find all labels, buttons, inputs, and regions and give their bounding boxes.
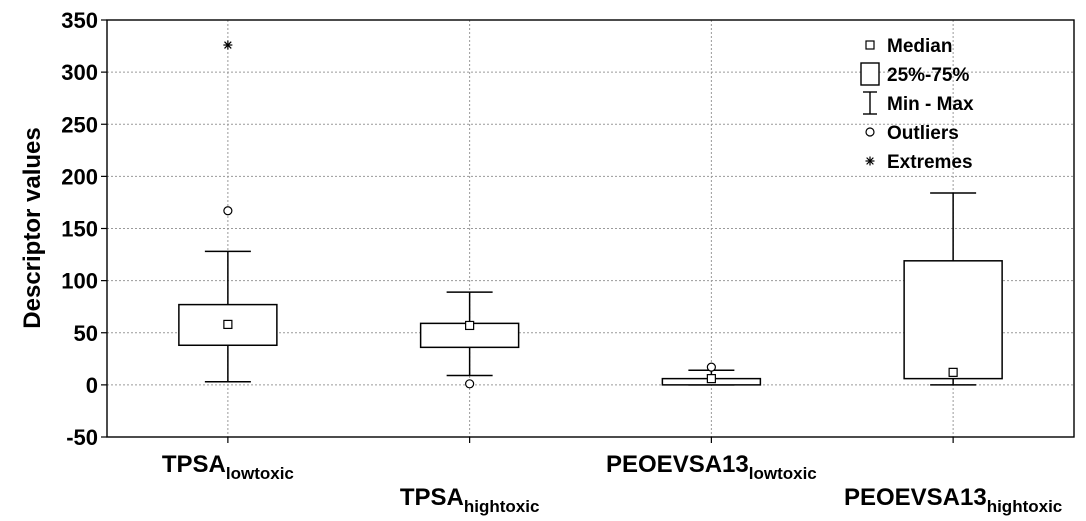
legend-box-symbol xyxy=(860,62,880,86)
median-marker xyxy=(465,320,475,331)
legend-label: Outliers xyxy=(887,123,959,144)
category-label: PEOEVSA13lowtoxic xyxy=(606,451,817,483)
legend-outlier-symbol xyxy=(865,127,875,137)
legend-item-median: Median xyxy=(865,36,952,57)
median-marker xyxy=(223,319,233,330)
y-tick-label: 250 xyxy=(61,112,98,137)
plot-frame xyxy=(106,19,1075,438)
legend-item-whisker: Min - Max xyxy=(863,91,974,115)
category-subscript: lowtoxic xyxy=(749,464,817,483)
y-tick-label: 300 xyxy=(61,60,98,85)
category-subscript: lowtoxic xyxy=(226,464,294,483)
y-tick-label: 350 xyxy=(61,8,98,33)
y-tick-label: 200 xyxy=(61,164,98,189)
extreme-stroke xyxy=(224,41,232,49)
category-label: TPSAhightoxic xyxy=(400,484,540,516)
category-name: PEOEVSA13 xyxy=(606,451,749,478)
legend-label: Median xyxy=(887,36,952,57)
median-marker xyxy=(706,374,716,384)
outlier-marker xyxy=(465,379,475,389)
category-label: PEOEVSA13hightoxic xyxy=(844,484,1062,516)
category-name: PEOEVSA13 xyxy=(844,484,987,511)
legend-item-extreme: Extremes xyxy=(865,152,973,173)
legend-label: 25%-75% xyxy=(887,65,969,86)
legend-extreme-symbol xyxy=(865,156,875,166)
y-axis-title: Descriptor values xyxy=(19,127,46,328)
legend-item-outlier: Outliers xyxy=(865,123,959,144)
box-group xyxy=(661,362,762,386)
category-name: TPSA xyxy=(162,451,226,478)
category-labels: TPSAlowtoxicTPSAhightoxicPEOEVSA13lowtox… xyxy=(162,451,1062,516)
box-group xyxy=(903,192,1003,386)
legend: Median 25%-75% Min - Max Outliers Extremes xyxy=(860,36,974,173)
legend-label: Min - Max xyxy=(887,94,974,115)
legend-whisker-symbol xyxy=(863,91,877,115)
data-layer xyxy=(178,40,1003,389)
legend-label: Extremes xyxy=(887,152,973,173)
legend-item-box: 25%-75% xyxy=(860,62,969,86)
box-group xyxy=(419,291,520,389)
y-tick-label: 50 xyxy=(74,321,98,346)
legend-extreme-stroke xyxy=(866,157,874,165)
category-subscript: hightoxic xyxy=(464,497,540,516)
y-tick-label: 150 xyxy=(61,217,98,242)
outlier-marker xyxy=(706,362,716,372)
category-name: TPSA xyxy=(400,484,464,511)
median-marker xyxy=(948,367,958,377)
y-tick-label: -50 xyxy=(66,425,98,450)
box-group xyxy=(178,40,278,383)
legend-median-symbol xyxy=(865,40,875,50)
y-tick-label: 0 xyxy=(86,373,98,398)
category-subscript: hightoxic xyxy=(987,497,1063,516)
y-tick-label: 100 xyxy=(61,269,98,294)
outlier-marker xyxy=(223,206,233,216)
category-label: TPSAlowtoxic xyxy=(162,451,294,483)
axes: -50 0 50 100 150 200 250 300 350 xyxy=(61,8,1075,450)
extreme-marker xyxy=(223,40,233,50)
box-iqr xyxy=(903,260,1003,380)
